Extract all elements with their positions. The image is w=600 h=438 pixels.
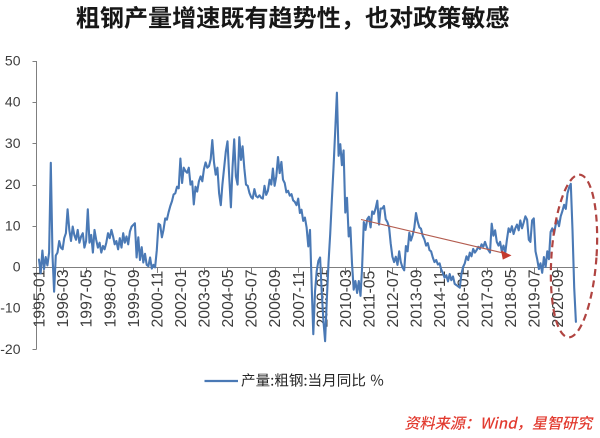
svg-text:2013-09: 2013-09 <box>409 269 426 327</box>
svg-text:1999-09: 1999-09 <box>126 269 143 327</box>
svg-text:1996-03: 1996-03 <box>55 269 72 327</box>
svg-text:50: 50 <box>5 53 21 69</box>
svg-text:2005-07: 2005-07 <box>244 270 261 328</box>
svg-text:2016-01: 2016-01 <box>456 269 473 327</box>
svg-text:2010-03: 2010-03 <box>338 269 355 327</box>
svg-text:2002-01: 2002-01 <box>173 269 190 327</box>
svg-text:1998-07: 1998-07 <box>102 270 119 328</box>
svg-text:2000-11: 2000-11 <box>149 270 166 327</box>
svg-text:2004-05: 2004-05 <box>220 269 237 327</box>
svg-text:-20: -20 <box>0 341 20 357</box>
svg-text:1997-05: 1997-05 <box>79 269 96 327</box>
svg-text:0: 0 <box>13 259 21 275</box>
svg-text:2007-11: 2007-11 <box>291 270 308 327</box>
svg-text:2014-11: 2014-11 <box>432 270 449 327</box>
svg-text:2006-09: 2006-09 <box>267 269 284 327</box>
svg-text:10: 10 <box>5 217 21 233</box>
svg-text:30: 30 <box>5 135 21 151</box>
svg-text:-10: -10 <box>0 300 20 316</box>
svg-text:2019-07: 2019-07 <box>526 270 543 328</box>
svg-text:20: 20 <box>5 176 21 192</box>
svg-text:2018-05: 2018-05 <box>503 269 520 327</box>
svg-text:2017-03: 2017-03 <box>479 269 496 327</box>
svg-text:40: 40 <box>5 94 21 110</box>
svg-text:2012-07: 2012-07 <box>385 270 402 328</box>
svg-text:1995-01: 1995-01 <box>32 269 49 327</box>
svg-text:2003-03: 2003-03 <box>197 269 214 327</box>
svg-text:2011-05: 2011-05 <box>362 270 379 327</box>
